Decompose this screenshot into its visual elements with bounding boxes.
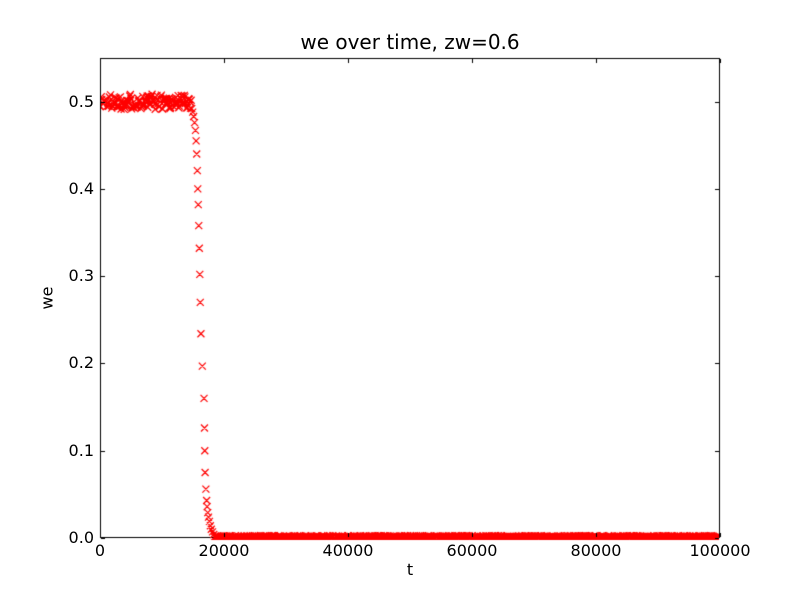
chart-title: we over time, zw=0.6 [300,30,520,54]
y-axis-label: we [37,286,57,310]
x-axis-label: t [406,560,414,579]
